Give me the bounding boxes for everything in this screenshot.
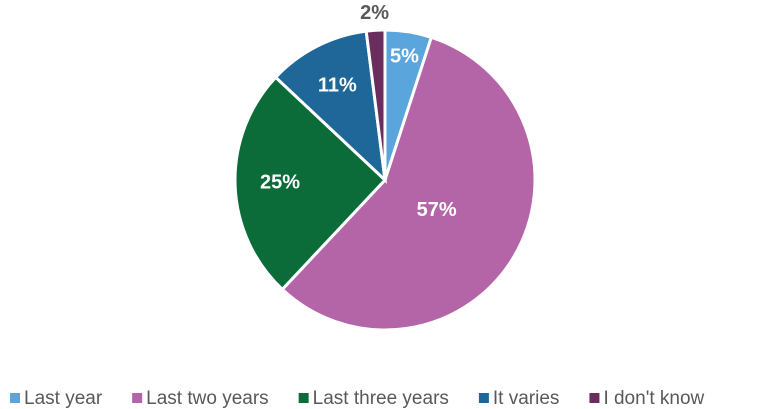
pie-slice (273, 29, 388, 184)
legend-label: Last year (24, 388, 103, 409)
legend-swatch (10, 393, 20, 403)
data-label: 2% (360, 2, 389, 24)
data-label: 57% (417, 199, 457, 221)
pie-slice (280, 35, 537, 332)
legend-swatch (298, 393, 309, 403)
legend-label: It varies (493, 388, 560, 409)
pie-slice (364, 28, 387, 181)
legend-swatch (589, 393, 600, 403)
data-label: 25% (260, 172, 300, 194)
legend-swatch (132, 393, 143, 403)
data-label: 11% (318, 75, 357, 97)
data-label: 5% (390, 45, 419, 67)
legend-label: Last three years (313, 388, 449, 409)
legend-label: I don't know (603, 388, 704, 409)
legend-swatch (478, 393, 489, 403)
legend-label: Last two years (146, 388, 269, 409)
pie-slice (233, 75, 388, 292)
